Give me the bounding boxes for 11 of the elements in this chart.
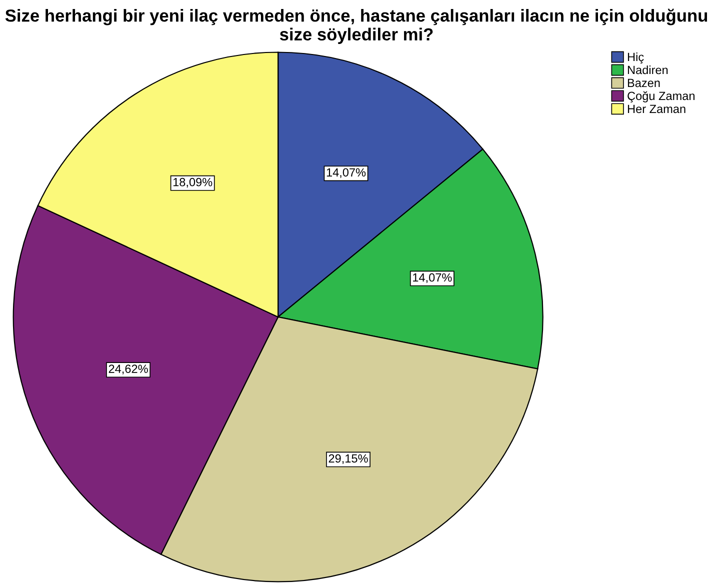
legend-label: Hiç	[628, 52, 644, 64]
legend-label: Nadiren	[628, 65, 668, 74]
data-label: 14,07%	[413, 273, 452, 284]
legend-label: Her Zaman	[628, 104, 686, 114]
chart-title: Size herhangi bir yeni ilaç vermeden önce, hastane çalışanları ilacın ne için olduğunu size söylediler mi?	[5, 8, 708, 44]
data-label: 24,62%	[108, 364, 148, 374]
legend-label: Çoğu Zaman	[628, 91, 694, 102]
data-label: 14,07%	[326, 168, 366, 178]
data-label: 18,09%	[173, 178, 212, 188]
legend-label: Bazen	[628, 78, 660, 88]
data-label: 29,15%	[328, 454, 368, 464]
